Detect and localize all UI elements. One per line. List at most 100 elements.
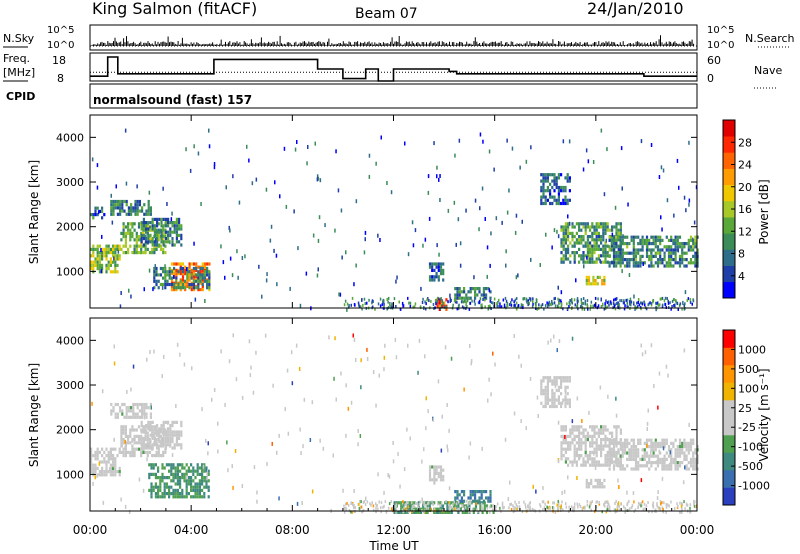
power-ground-253 [372, 300, 374, 303]
power-ground-367 [506, 304, 509, 308]
velocity-scatter-149 [227, 468, 229, 473]
velocity-cell-545 [196, 492, 199, 496]
power-cell-713 [540, 173, 543, 177]
power-scatter-54 [688, 198, 691, 203]
power-cell-570 [179, 279, 182, 283]
velocity-scatter-243 [241, 484, 244, 488]
power-cell-368 [167, 237, 170, 241]
velocity-cell-498 [183, 476, 186, 480]
power-cell-925 [591, 260, 594, 264]
velocity-cell-245 [151, 433, 154, 437]
velocity-cell-815 [551, 392, 554, 396]
power-ground-202 [580, 304, 582, 308]
velocity-scatter-198 [518, 354, 520, 359]
velocity-ground-256 [468, 501, 471, 505]
power-cell-650 [439, 268, 443, 272]
power-cell-1016 [615, 231, 618, 235]
velocity-cell-258 [158, 427, 161, 431]
power-cell-923 [591, 254, 594, 258]
power-cell-1056 [612, 235, 616, 239]
power-cell-722 [542, 179, 545, 183]
velocity-cell-537 [194, 495, 197, 499]
velocity-ground-341 [495, 508, 497, 512]
velocity-cell-1353 [694, 461, 697, 465]
velocity-scatter-94 [278, 433, 280, 438]
velocity-cell-1306 [678, 448, 682, 452]
power-ground-309 [520, 305, 522, 309]
power-cell-1301 [694, 254, 697, 258]
velocity-scatter-57 [640, 478, 643, 483]
velocity-ground-265 [561, 500, 563, 504]
power-cell-977 [604, 231, 607, 235]
power-cell-1139 [639, 242, 642, 246]
velocity-cell-934 [578, 428, 581, 432]
nave-label: Nave [754, 64, 782, 77]
power-cell-1281 [687, 245, 690, 249]
power-cell-588 [192, 266, 195, 271]
power-cell-378 [171, 240, 174, 244]
velocity-cell-402 [154, 463, 157, 467]
velocity-cell-504 [185, 479, 188, 483]
velocity-cell-389 [150, 463, 153, 467]
velocity-cell-1111 [610, 461, 613, 465]
power-ground-134 [520, 303, 523, 307]
velocity-cell-494 [181, 492, 184, 496]
power-cell-510 [206, 262, 209, 266]
velocity-scatter-167 [650, 450, 652, 455]
power-cell-273 [157, 235, 160, 239]
velocity-cell-1284 [672, 441, 675, 445]
velocity-scatter-80 [232, 333, 234, 338]
date-title: 24/Jan/2010 [587, 0, 684, 18]
power-ground-417 [407, 296, 409, 300]
power-cell-992 [608, 228, 611, 232]
velocity-cell-306 [173, 433, 176, 437]
power-cell-677 [458, 287, 461, 291]
power-scatter-22 [337, 188, 340, 193]
power-cell-376 [171, 230, 174, 234]
velocity-ground-238 [489, 510, 491, 514]
velocity-scatter-218 [202, 464, 205, 469]
power-ground-347 [655, 301, 657, 305]
power-cell-1206 [661, 248, 664, 252]
velocity-cell-840 [560, 376, 563, 380]
power-ground-183 [667, 301, 670, 305]
power-cell-867 [578, 247, 581, 251]
velocity-cell-1249 [659, 461, 662, 465]
xtick-label-0: 00:00 [73, 523, 108, 537]
velocity-scatter-230 [201, 407, 203, 412]
velocity-cell-1064 [611, 434, 614, 438]
velocity-cell-90 [122, 425, 125, 429]
velocity-scatter-30 [421, 497, 423, 502]
velocity-cell-505 [185, 482, 188, 486]
velocity-ground-98 [658, 506, 661, 510]
power-cell-1269 [681, 261, 684, 265]
velocity-cell-298 [171, 424, 174, 428]
power-cell-1209 [663, 245, 666, 249]
velocity-ground-223 [529, 501, 531, 505]
velocity-cell-595 [433, 481, 436, 485]
power-cell-1255 [676, 261, 679, 265]
velocity-ground-289 [427, 502, 429, 506]
power-ground-169 [347, 305, 350, 309]
velocity-cell-1126 [617, 448, 620, 452]
velocity-scatter-74 [228, 359, 231, 364]
velocity-cell-193 [155, 454, 158, 458]
power-cell-1159 [645, 248, 649, 252]
power-cell-307 [145, 221, 148, 225]
power-cell-1172 [650, 254, 653, 258]
power-cell-289 [164, 228, 167, 232]
power-cell-132 [127, 206, 130, 210]
velocity-scatter-102 [206, 476, 208, 481]
velocity-cell-954 [582, 441, 585, 445]
velocity-cell-287 [167, 436, 170, 440]
velocity-scatter-223 [513, 334, 515, 338]
power-scatter-85 [585, 148, 588, 153]
velocity-scatter-92 [319, 438, 321, 443]
velocity-ground-181 [385, 510, 388, 514]
power-ground-199 [577, 299, 579, 303]
power-cell-83 [116, 270, 119, 274]
velocity-cell-61 [112, 454, 115, 458]
power-cell-975 [604, 225, 607, 229]
power-cell-346 [160, 217, 163, 221]
power-scatter-240 [120, 291, 122, 295]
